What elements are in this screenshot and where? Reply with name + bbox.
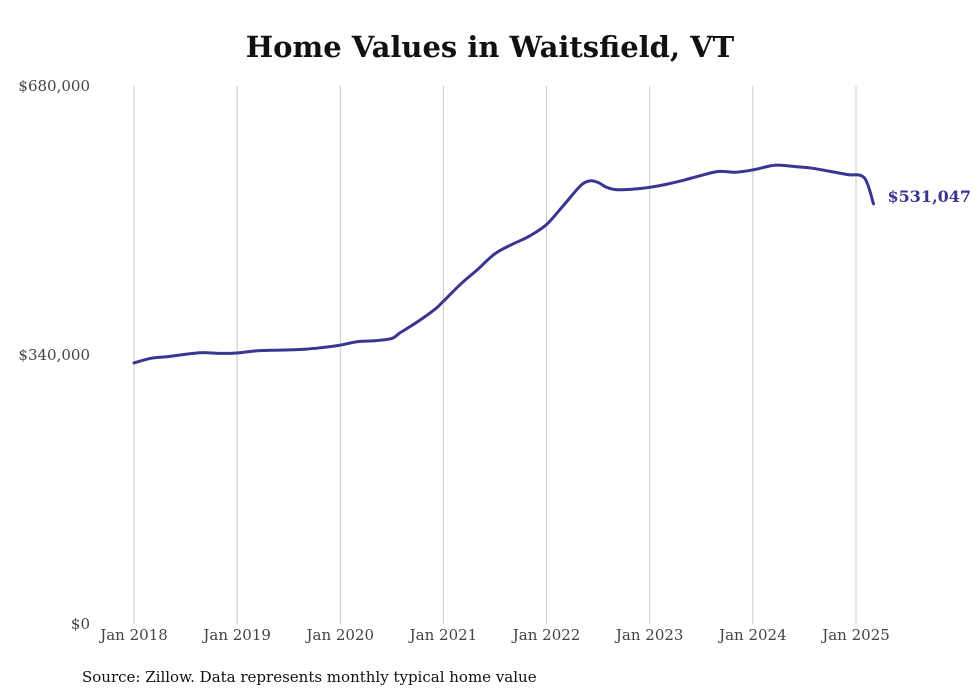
x-tick-label: Jan 2021: [408, 626, 478, 644]
source-note: Source: Zillow. Data represents monthly …: [82, 668, 537, 686]
series-layer: [132, 163, 875, 365]
x-tick-label: Jan 2018: [98, 626, 168, 644]
x-axis-ticks: Jan 2018 Jan 2019 Jan 2020 Jan 2021 Jan 2022…: [98, 626, 890, 644]
x-tick-label: Jan 2020: [305, 626, 375, 644]
chart-title: Home Values in Waitsfield, VT: [245, 30, 735, 64]
y-tick-label: $680,000: [18, 77, 90, 95]
y-tick-label: $340,000: [18, 346, 90, 364]
x-tick-label: Jan 2019: [201, 626, 271, 644]
series-line: [132, 163, 875, 365]
x-tick-label: Jan 2024: [717, 626, 787, 644]
x-tick-label: Jan 2022: [511, 626, 581, 644]
y-tick-label: $0: [71, 615, 90, 633]
x-tick-label: Jan 2023: [614, 626, 684, 644]
end-value-label: $531,047: [888, 187, 972, 206]
end-label-layer: $531,047: [888, 187, 972, 206]
grid-layer: [133, 86, 857, 624]
x-tick-label: Jan 2025: [820, 626, 890, 644]
y-axis-ticks: $0 $340,000 $680,000: [18, 77, 90, 633]
